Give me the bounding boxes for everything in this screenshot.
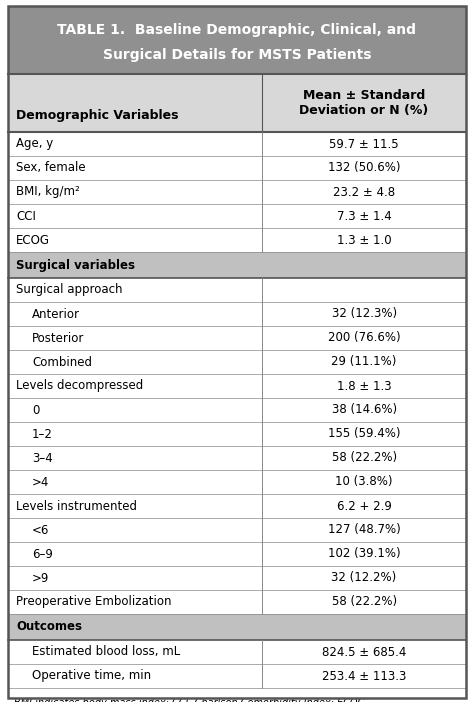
Text: Age, y: Age, y xyxy=(16,138,53,150)
Text: 132 (50.6%): 132 (50.6%) xyxy=(328,161,401,175)
Bar xyxy=(8,374,466,398)
Bar xyxy=(8,302,466,326)
Text: 155 (59.4%): 155 (59.4%) xyxy=(328,428,401,440)
Text: BMI indicates body mass index; CCI, Charlson Comorbidity Index; ECOG,
European C: BMI indicates body mass index; CCI, Char… xyxy=(14,698,402,702)
Text: Demographic Variables: Demographic Variables xyxy=(16,109,179,122)
Text: CCI: CCI xyxy=(16,209,36,223)
Text: 6.2 + 2.9: 6.2 + 2.9 xyxy=(337,500,392,512)
Bar xyxy=(8,688,466,702)
Text: 32 (12.2%): 32 (12.2%) xyxy=(331,571,397,585)
Text: >9: >9 xyxy=(32,571,49,585)
Bar xyxy=(8,326,466,350)
Text: 59.7 ± 11.5: 59.7 ± 11.5 xyxy=(329,138,399,150)
Text: >4: >4 xyxy=(32,475,49,489)
Bar xyxy=(8,156,466,180)
Text: Surgical variables: Surgical variables xyxy=(16,258,135,272)
Bar xyxy=(8,664,466,688)
Bar xyxy=(8,446,466,470)
Bar xyxy=(8,252,466,278)
Text: 0: 0 xyxy=(32,404,39,416)
Text: Surgical approach: Surgical approach xyxy=(16,284,122,296)
Text: 1–2: 1–2 xyxy=(32,428,53,440)
Bar xyxy=(8,494,466,518)
Bar xyxy=(8,590,466,614)
Text: 58 (22.2%): 58 (22.2%) xyxy=(331,595,397,609)
Text: 32 (12.3%): 32 (12.3%) xyxy=(331,307,397,321)
Text: Posterior: Posterior xyxy=(32,331,84,345)
Bar xyxy=(8,518,466,542)
Text: Preoperative Embolization: Preoperative Embolization xyxy=(16,595,172,609)
Bar xyxy=(8,470,466,494)
Bar xyxy=(8,614,466,640)
Bar xyxy=(8,204,466,228)
Text: 23.2 ± 4.8: 23.2 ± 4.8 xyxy=(333,185,395,199)
Text: 58 (22.2%): 58 (22.2%) xyxy=(331,451,397,465)
Text: ECOG: ECOG xyxy=(16,234,50,246)
Bar xyxy=(8,566,466,590)
Text: Combined: Combined xyxy=(32,355,92,369)
Text: 1.8 ± 1.3: 1.8 ± 1.3 xyxy=(337,380,392,392)
Text: Estimated blood loss, mL: Estimated blood loss, mL xyxy=(32,646,180,658)
Text: 3–4: 3–4 xyxy=(32,451,53,465)
Text: Levels instrumented: Levels instrumented xyxy=(16,500,137,512)
Text: Sex, female: Sex, female xyxy=(16,161,86,175)
Text: Operative time, min: Operative time, min xyxy=(32,670,151,682)
Text: 102 (39.1%): 102 (39.1%) xyxy=(328,548,401,560)
Bar xyxy=(8,180,466,204)
Text: 38 (14.6%): 38 (14.6%) xyxy=(331,404,397,416)
Text: 1.3 ± 1.0: 1.3 ± 1.0 xyxy=(337,234,392,246)
Text: 10 (3.8%): 10 (3.8%) xyxy=(335,475,393,489)
Bar xyxy=(8,278,466,302)
Text: Mean ± Standard
Deviation or N (%): Mean ± Standard Deviation or N (%) xyxy=(300,89,428,117)
Bar xyxy=(8,398,466,422)
Text: BMI, kg/m²: BMI, kg/m² xyxy=(16,185,80,199)
Bar xyxy=(8,640,466,664)
Bar xyxy=(8,542,466,566)
Text: 7.3 ± 1.4: 7.3 ± 1.4 xyxy=(337,209,392,223)
Text: TABLE 1.  Baseline Demographic, Clinical, and: TABLE 1. Baseline Demographic, Clinical,… xyxy=(57,22,417,37)
Bar xyxy=(8,74,466,132)
Text: Levels decompressed: Levels decompressed xyxy=(16,380,143,392)
Text: Outcomes: Outcomes xyxy=(16,621,82,633)
Bar xyxy=(8,132,466,156)
Bar xyxy=(8,228,466,252)
Text: 200 (76.6%): 200 (76.6%) xyxy=(328,331,401,345)
Text: 127 (48.7%): 127 (48.7%) xyxy=(328,524,401,536)
Bar xyxy=(8,422,466,446)
Text: 6–9: 6–9 xyxy=(32,548,53,560)
Text: 824.5 ± 685.4: 824.5 ± 685.4 xyxy=(322,646,406,658)
Text: Surgical Details for MSTS Patients: Surgical Details for MSTS Patients xyxy=(103,48,371,62)
Text: 29 (11.1%): 29 (11.1%) xyxy=(331,355,397,369)
Bar xyxy=(8,350,466,374)
Text: <6: <6 xyxy=(32,524,49,536)
Text: 253.4 ± 113.3: 253.4 ± 113.3 xyxy=(322,670,406,682)
Text: Anterior: Anterior xyxy=(32,307,80,321)
Bar xyxy=(8,6,466,74)
